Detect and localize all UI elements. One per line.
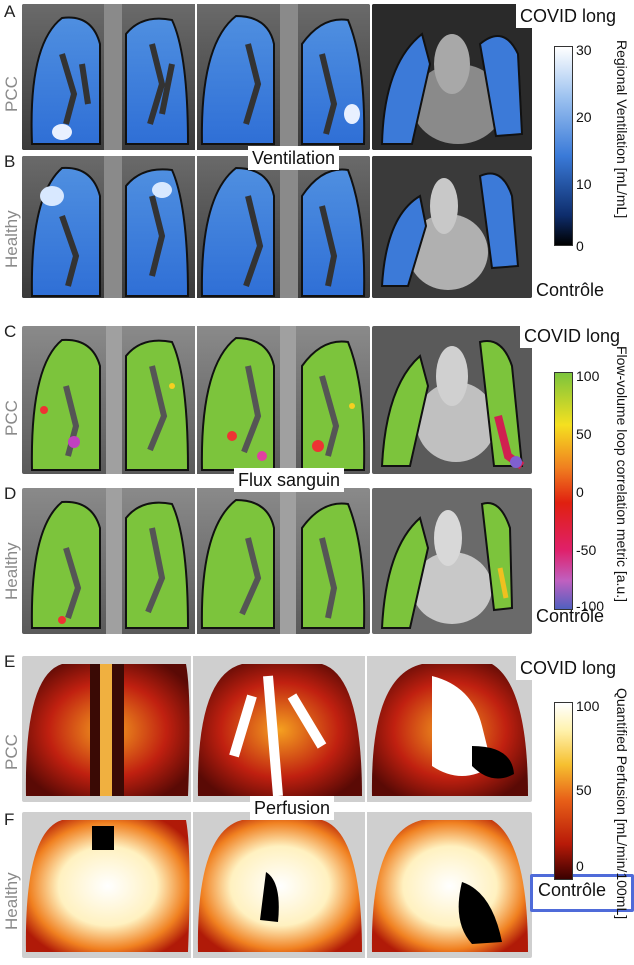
row-label-healthy: Healthy: [2, 210, 21, 268]
perfusion-label: Perfusion: [250, 796, 335, 820]
panel-letter-e: E: [4, 652, 16, 671]
panel-letter-c: C: [4, 322, 17, 341]
perfusion-covid-long-tag: COVID long: [516, 656, 621, 680]
ventilation-pcc-heart-image: [372, 4, 532, 150]
row-label-pcc: PCC: [2, 734, 21, 770]
panel-letter-d: D: [4, 484, 17, 503]
flow-covid-long-tag: COVID long: [520, 324, 625, 348]
perfusion-tick-50: 50: [576, 782, 592, 798]
panel-letter-a: A: [4, 2, 16, 21]
ventilation-pcc-coronal-image: [22, 4, 370, 150]
flow-tick-0: 0: [576, 484, 584, 500]
ventilation-tick-10: 10: [576, 176, 592, 192]
row-label-pcc: PCC: [2, 400, 21, 436]
ventilation-tick-0: 0: [576, 238, 584, 254]
flow-healthy-heart-image: [372, 488, 532, 634]
flow-healthy-coronal-image: [22, 488, 370, 634]
panel-letter-b: B: [4, 152, 16, 171]
flow-tick-minus50: -50: [576, 542, 597, 558]
perfusion-colorbar-title: Quantified Perfusion [mL/min/100mL]: [614, 688, 630, 920]
flow-tick-50: 50: [576, 426, 592, 442]
flow-tick-minus100: -100: [576, 598, 605, 614]
ventilation-covid-long-tag: COVID long: [516, 4, 621, 28]
flow-label: Flux sanguin: [234, 468, 345, 492]
row-label-healthy: Healthy: [2, 542, 21, 600]
perfusion-tick-100: 100: [576, 698, 600, 714]
ventilation-tick-30: 30: [576, 42, 592, 58]
selection-box[interactable]: [530, 874, 634, 912]
flow-tick-100: 100: [576, 368, 600, 384]
ventilation-healthy-heart-image: [372, 156, 532, 298]
flow-colorbar: [554, 372, 573, 610]
ventilation-tick-20: 20: [576, 109, 592, 125]
flow-pcc-heart-image: [372, 326, 532, 474]
ventilation-label: Ventilation: [248, 146, 340, 170]
perfusion-colorbar: [554, 702, 573, 880]
panel-letter-f: F: [4, 810, 15, 829]
flow-controle-tag: Contrôle: [532, 604, 609, 628]
flow-colorbar-title: Flow-volume loop correlation metric [a.u…: [614, 346, 630, 602]
perfusion-pcc-image: [22, 656, 532, 802]
ventilation-colorbar-title: Regional Ventilation [mL/mL]: [614, 40, 630, 219]
ventilation-controle-tag: Contrôle: [532, 278, 609, 302]
row-label-pcc: PCC: [2, 76, 21, 112]
perfusion-healthy-image: [22, 812, 532, 958]
perfusion-tick-0: 0: [576, 858, 584, 874]
perfusion-controle-tag[interactable]: Contrôle: [534, 878, 611, 902]
row-label-healthy: Healthy: [2, 872, 21, 930]
ventilation-healthy-coronal-image: [22, 156, 370, 298]
ventilation-colorbar: [554, 46, 573, 246]
flow-pcc-coronal-image: [22, 326, 370, 474]
